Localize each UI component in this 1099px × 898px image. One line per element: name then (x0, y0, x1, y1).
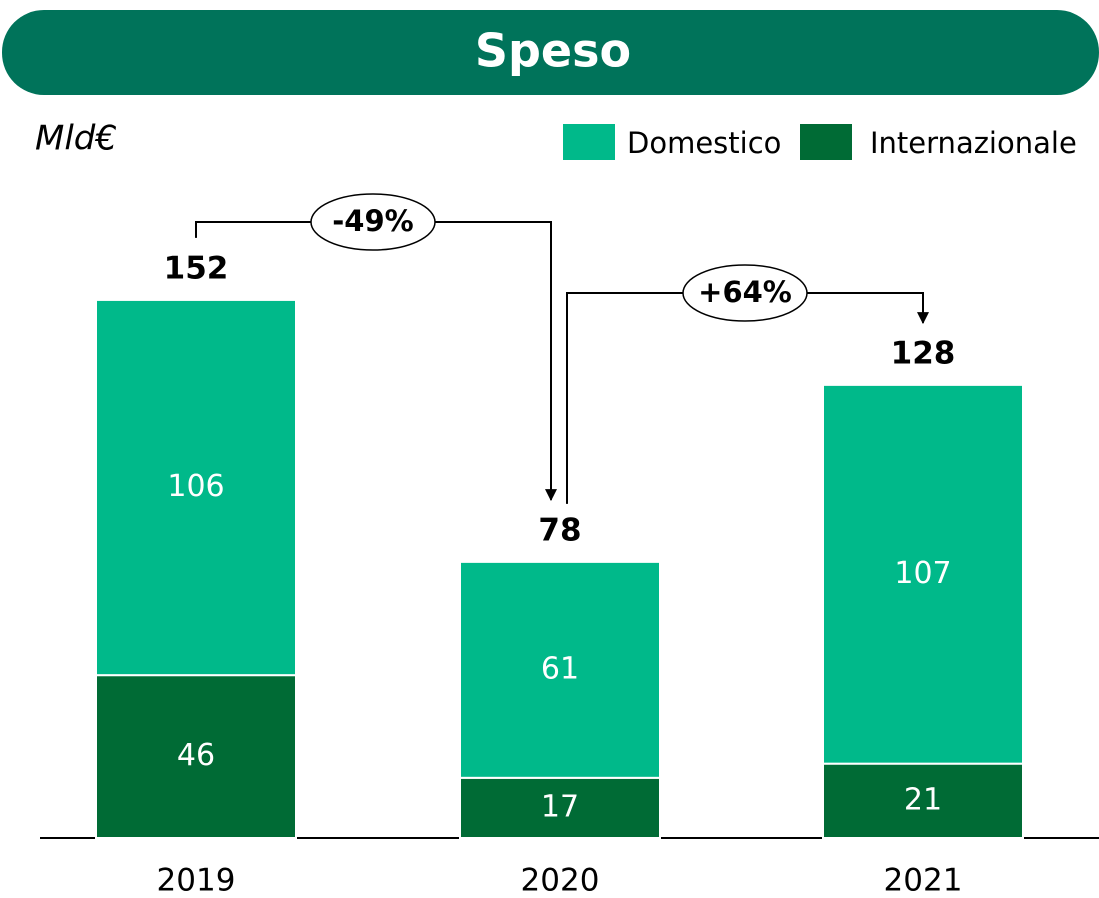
title-banner (2, 10, 1099, 95)
bar-segment (822, 383, 1024, 765)
unit-label: Mld€ (35, 119, 117, 159)
growth-bubble (310, 193, 436, 251)
legend-swatch (563, 124, 615, 160)
legend-label: Internazionale (870, 126, 1077, 160)
bar-segment (822, 762, 1024, 839)
bar-segment (95, 674, 297, 839)
chart-title: Speso (475, 24, 631, 78)
segment-label: 107 (894, 556, 951, 591)
segment-label: 46 (177, 738, 215, 773)
total-label: 128 (891, 335, 956, 371)
bar-segment (95, 298, 297, 677)
segment-label: 17 (541, 789, 579, 824)
total-label: 78 (538, 512, 581, 548)
segment-label: 106 (167, 469, 224, 504)
bar-segment (459, 776, 661, 840)
growth-label: +64% (698, 275, 792, 309)
legend-swatch (800, 124, 852, 160)
segment-label: 61 (541, 651, 579, 686)
growth-bubble (682, 264, 808, 322)
growth-label: -49% (332, 204, 413, 238)
segment-label: 21 (904, 782, 942, 817)
x-tick-label: 2020 (521, 863, 600, 898)
total-label: 152 (164, 250, 229, 286)
x-tick-label: 2021 (884, 863, 963, 898)
legend-label: Domestico (627, 126, 781, 160)
x-tick-label: 2019 (157, 863, 236, 898)
bar-segment (459, 560, 661, 779)
